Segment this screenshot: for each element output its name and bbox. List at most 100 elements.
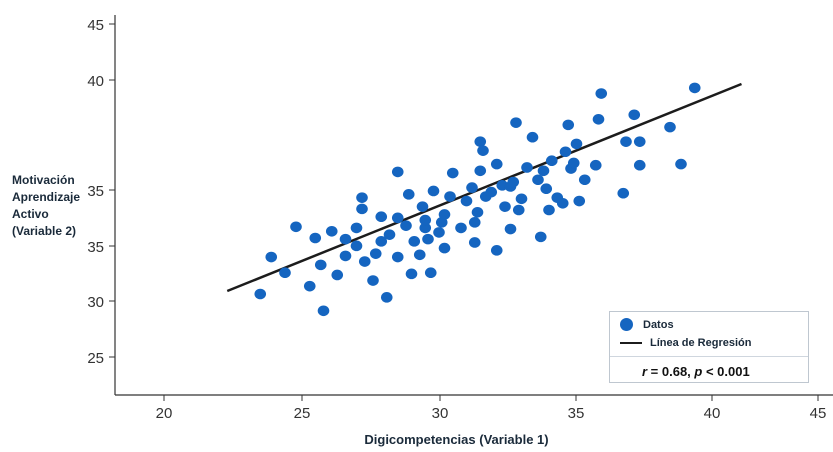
- data-point: [556, 197, 569, 209]
- data-point: [474, 136, 487, 147]
- y-axis-ticks: 25 30 35 35 40 45: [87, 17, 115, 367]
- data-point: [468, 237, 481, 248]
- data-point: [279, 267, 291, 279]
- data-point: [400, 220, 412, 231]
- y-tick-label: 35: [87, 183, 104, 200]
- data-point: [537, 165, 550, 177]
- data-point: [512, 204, 525, 216]
- data-point: [477, 145, 489, 156]
- x-axis-ticks: 20 25 30 35 40 45: [156, 395, 827, 422]
- data-point: [521, 162, 533, 173]
- data-point: [543, 204, 555, 216]
- legend-label: Datos: [643, 318, 674, 331]
- y-tick-label: 40: [87, 73, 104, 90]
- data-point: [339, 250, 352, 262]
- y-axis-label: Motivación Aprendizaje Activo (Variable …: [12, 172, 112, 240]
- data-point: [416, 201, 429, 212]
- data-point: [620, 136, 632, 147]
- data-point: [446, 167, 459, 179]
- data-point: [375, 236, 388, 247]
- legend-item-regression: Línea de Regresión: [620, 337, 751, 349]
- data-point: [419, 222, 432, 234]
- y-tick-label: 35: [87, 239, 104, 256]
- data-point: [675, 158, 687, 170]
- legend: Datos Línea de Regresión r = 0.68, p < 0…: [609, 311, 809, 383]
- data-point: [460, 195, 473, 207]
- data-point: [358, 256, 371, 267]
- data-point: [419, 214, 432, 226]
- data-point: [427, 185, 440, 197]
- x-tick-label: 20: [156, 405, 173, 422]
- data-point: [664, 121, 676, 133]
- data-point: [485, 186, 498, 198]
- data-point: [380, 292, 393, 303]
- data-point: [314, 259, 327, 271]
- data-point: [507, 176, 520, 188]
- data-point: [254, 288, 267, 300]
- x-axis-label: Digicompetencias (Variable 1): [364, 432, 549, 447]
- data-point: [595, 88, 608, 99]
- data-point: [633, 136, 646, 147]
- data-point: [391, 212, 404, 224]
- data-point: [468, 217, 481, 228]
- data-point: [350, 222, 363, 234]
- x-tick-label: 40: [704, 405, 721, 422]
- data-point: [617, 187, 630, 199]
- legend-divider: [610, 356, 808, 357]
- y-axis-label-line: (Variable 2): [12, 224, 77, 238]
- data-point: [309, 232, 322, 244]
- data-point: [369, 248, 382, 259]
- data-point: [688, 82, 701, 94]
- data-point: [408, 236, 421, 247]
- data-point: [474, 165, 487, 177]
- legend-item-datos: Datos: [620, 318, 674, 331]
- y-tick-label: 45: [87, 17, 104, 34]
- data-point: [391, 251, 404, 263]
- data-point: [444, 191, 456, 202]
- data-point: [325, 225, 338, 237]
- data-point: [466, 182, 478, 193]
- data-point: [339, 233, 352, 245]
- data-point: [391, 166, 404, 178]
- x-tick-label: 30: [432, 405, 449, 422]
- regression-line-group: [226, 82, 742, 293]
- data-point: [504, 223, 517, 235]
- data-point: [455, 222, 467, 234]
- data-point: [490, 245, 503, 256]
- data-point: [633, 159, 646, 171]
- data-point: [290, 221, 302, 233]
- data-point: [438, 209, 451, 220]
- data-point: [567, 157, 580, 169]
- x-tick-label: 25: [294, 405, 311, 422]
- r-symbol: r: [642, 364, 648, 379]
- p-value: < 0.001: [702, 364, 750, 379]
- x-tick-label: 45: [810, 405, 827, 422]
- data-point: [438, 242, 451, 254]
- data-point: [628, 109, 641, 121]
- data-points: [254, 82, 701, 317]
- data-point: [265, 251, 278, 263]
- legend-marker-dot: [620, 318, 633, 331]
- data-point: [515, 193, 528, 205]
- data-point: [422, 233, 434, 245]
- data-point: [559, 146, 572, 158]
- x-tick-label: 35: [568, 405, 585, 422]
- data-point: [570, 138, 583, 150]
- data-point: [490, 158, 503, 170]
- data-point: [375, 211, 388, 223]
- y-tick-label: 25: [87, 350, 104, 367]
- data-point: [367, 275, 379, 286]
- data-point: [317, 305, 330, 317]
- data-point: [592, 113, 605, 125]
- y-tick-label: 30: [87, 294, 104, 311]
- data-point: [499, 201, 511, 212]
- data-point: [405, 268, 418, 280]
- data-point: [383, 229, 396, 240]
- data-point: [562, 119, 575, 131]
- y-axis-label-line: Aprendizaje: [12, 190, 81, 204]
- data-point: [350, 240, 363, 252]
- data-point: [356, 192, 368, 203]
- data-point: [578, 174, 591, 186]
- data-point: [413, 249, 426, 261]
